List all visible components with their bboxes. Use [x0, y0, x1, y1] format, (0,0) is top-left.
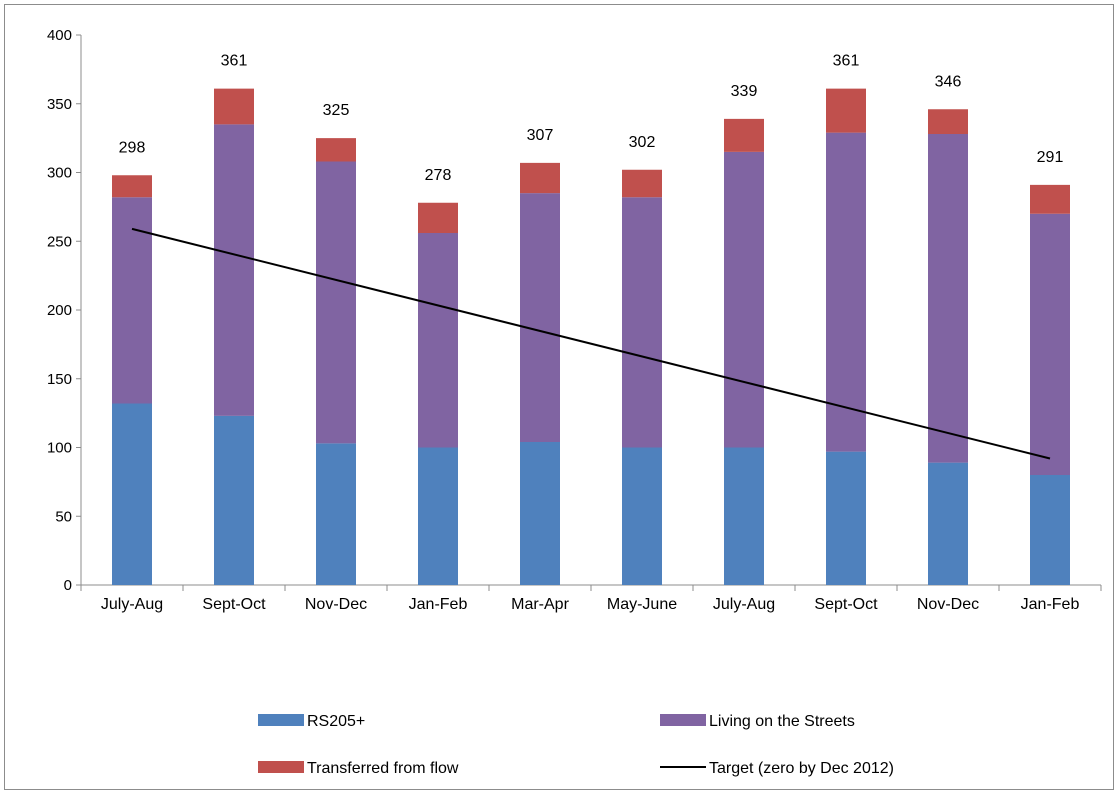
legend-item-rs205: RS205+	[258, 713, 365, 730]
bar-segment-transferred-from-flow	[112, 175, 152, 198]
bar-segment-rs205	[214, 415, 254, 585]
bars	[112, 88, 1070, 585]
y-tick-label: 400	[47, 27, 72, 44]
legend-item-transferred-from-flow: Transferred from flow	[258, 760, 459, 777]
chart-frame: 0 50 100 150 200 250 300 350 400 July-Aug Sept-Oct…	[4, 4, 1114, 790]
y-tick-label: 100	[47, 440, 72, 457]
total-data-label: 361	[833, 53, 860, 70]
x-tick-label: Nov-Dec	[305, 596, 367, 613]
bar-segment-transferred-from-flow	[724, 118, 764, 152]
bar-segment-rs205	[622, 447, 662, 585]
bar-segment-rs205	[316, 443, 356, 585]
labels: 298 361 325 278 307 302 339 361 346 291	[119, 53, 1064, 184]
bar-segment-living-on-streets	[520, 193, 560, 442]
legend-item-living-on-streets: Living on the Streets	[660, 713, 855, 730]
bar-segment-transferred-from-flow	[214, 88, 254, 125]
total-data-label: 302	[629, 134, 656, 151]
bar-segment-living-on-streets	[1030, 213, 1070, 475]
legend-label: Transferred from flow	[307, 760, 459, 777]
y-tick-label: 50	[55, 508, 72, 525]
bar-segment-transferred-from-flow	[826, 88, 866, 133]
x-tick-label: Nov-Dec	[917, 596, 979, 613]
bar-segment-living-on-streets	[724, 151, 764, 448]
bar-segment-transferred-from-flow	[622, 169, 662, 198]
bar-segment-living-on-streets	[316, 161, 356, 444]
bar-segment-rs205	[418, 447, 458, 585]
bar-segment-transferred-from-flow	[928, 109, 968, 134]
y-tick-label: 250	[47, 233, 72, 250]
x-tick-label: Jan-Feb	[409, 596, 468, 613]
legend-swatch	[258, 714, 304, 726]
total-data-label: 307	[527, 127, 554, 144]
bar-segment-rs205	[1030, 475, 1070, 585]
x-tick-label: July-Aug	[101, 596, 163, 613]
y-tick-label: 350	[47, 96, 72, 113]
bar-segment-transferred-from-flow	[520, 162, 560, 194]
x-tick-label: Jan-Feb	[1021, 596, 1080, 613]
legend-item-target: Target (zero by Dec 2012)	[660, 760, 894, 777]
x-tick-label: July-Aug	[713, 596, 775, 613]
bar-segment-living-on-streets	[622, 197, 662, 448]
bar-segment-transferred-from-flow	[316, 138, 356, 162]
y-tick-label: 200	[47, 302, 72, 319]
bar-segment-living-on-streets	[112, 197, 152, 404]
bar-segment-rs205	[520, 442, 560, 585]
bar-segment-rs205	[826, 451, 866, 585]
bar-segment-living-on-streets	[418, 233, 458, 448]
legend-swatch	[258, 761, 304, 773]
x-tick-label: Sept-Oct	[814, 596, 878, 613]
bar-segment-living-on-streets	[214, 124, 254, 416]
target-layer	[131, 227, 1051, 460]
stacked-bar-chart: 0 50 100 150 200 250 300 350 400 July-Aug Sept-Oct…	[47, 27, 1102, 777]
bar-segment-transferred-from-flow	[418, 202, 458, 233]
legend-swatch	[660, 714, 706, 726]
bar-segment-living-on-streets	[928, 134, 968, 463]
bar-segment-rs205	[724, 447, 764, 585]
total-data-label: 325	[323, 102, 350, 119]
target-line	[131, 227, 1051, 460]
total-data-label: 278	[425, 167, 452, 184]
x-tick-label: May-June	[607, 596, 677, 613]
legend-label: Living on the Streets	[709, 713, 855, 730]
x-tick-label: Sept-Oct	[202, 596, 266, 613]
y-tick-label: 150	[47, 371, 72, 388]
legend-label: Target (zero by Dec 2012)	[709, 760, 894, 777]
bar-segment-living-on-streets	[826, 132, 866, 452]
x-tick-label: Mar-Apr	[511, 596, 569, 613]
bar-segment-transferred-from-flow	[1030, 184, 1070, 214]
total-data-label: 361	[221, 53, 248, 70]
total-data-label: 298	[119, 139, 146, 156]
bar-segment-rs205	[928, 462, 968, 585]
legend-label: RS205+	[307, 713, 365, 730]
total-data-label: 291	[1037, 149, 1064, 166]
y-tick-label: 0	[64, 577, 72, 594]
y-tick-label: 300	[47, 165, 72, 182]
total-data-label: 339	[731, 83, 758, 100]
bar-segment-rs205	[112, 403, 152, 585]
legend: RS205+ Living on the Streets Transferred f…	[258, 713, 894, 777]
total-data-label: 346	[935, 73, 962, 90]
